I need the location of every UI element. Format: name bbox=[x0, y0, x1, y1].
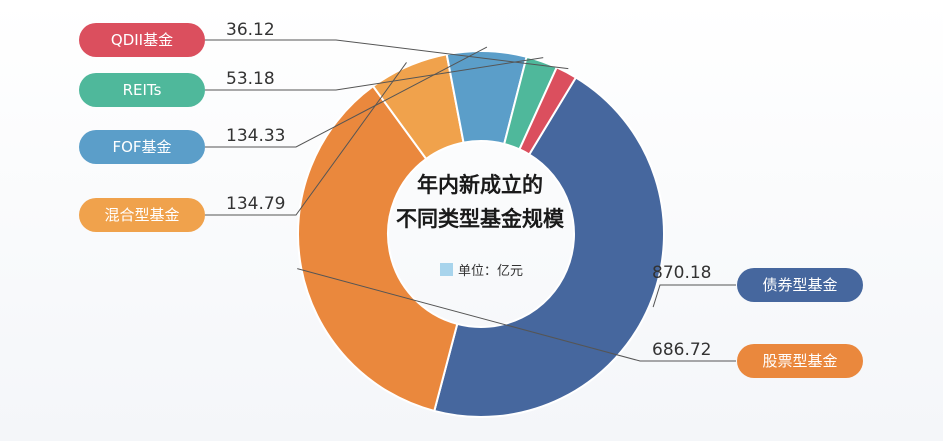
pill-stock bbox=[737, 344, 863, 378]
connector-bond bbox=[652, 284, 736, 308]
pill-bond bbox=[737, 268, 863, 302]
pill-reits bbox=[79, 73, 205, 107]
connector-stock bbox=[297, 268, 736, 362]
pill-fof bbox=[79, 130, 205, 164]
pill-label-stock: 股票型基金 bbox=[762, 352, 837, 370]
pill-label-fof: FOF基金 bbox=[112, 138, 171, 156]
pill-label-qdii: QDII基金 bbox=[111, 31, 173, 49]
value-label-fof: 134.33 bbox=[226, 126, 285, 146]
connector-reits bbox=[205, 57, 544, 91]
chart-title-line-2: 不同类型基金规模 bbox=[396, 207, 565, 231]
pill-label-mixed: 混合型基金 bbox=[104, 206, 179, 224]
chart-title-line-1: 年内新成立的 bbox=[417, 173, 543, 197]
pill-label-bond: 债券型基金 bbox=[762, 276, 837, 294]
slice-qdii bbox=[518, 66, 578, 156]
pill-label-reits: REITs bbox=[123, 81, 162, 99]
value-label-stock: 686.72 bbox=[652, 340, 711, 360]
unit-legend-swatch bbox=[440, 263, 453, 276]
connector-mixed bbox=[205, 62, 407, 216]
value-label-reits: 53.18 bbox=[226, 69, 275, 89]
unit-label: 单位：亿元 bbox=[458, 264, 523, 279]
value-label-qdii: 36.12 bbox=[226, 20, 275, 40]
connector-qdii bbox=[205, 39, 569, 70]
connector-fof bbox=[205, 46, 488, 148]
value-label-mixed: 134.79 bbox=[226, 194, 285, 214]
value-label-bond: 870.18 bbox=[652, 263, 711, 283]
pill-mixed bbox=[79, 198, 205, 232]
slice-bond bbox=[433, 76, 665, 418]
slice-stock bbox=[297, 84, 459, 413]
pill-qdii bbox=[79, 23, 205, 57]
